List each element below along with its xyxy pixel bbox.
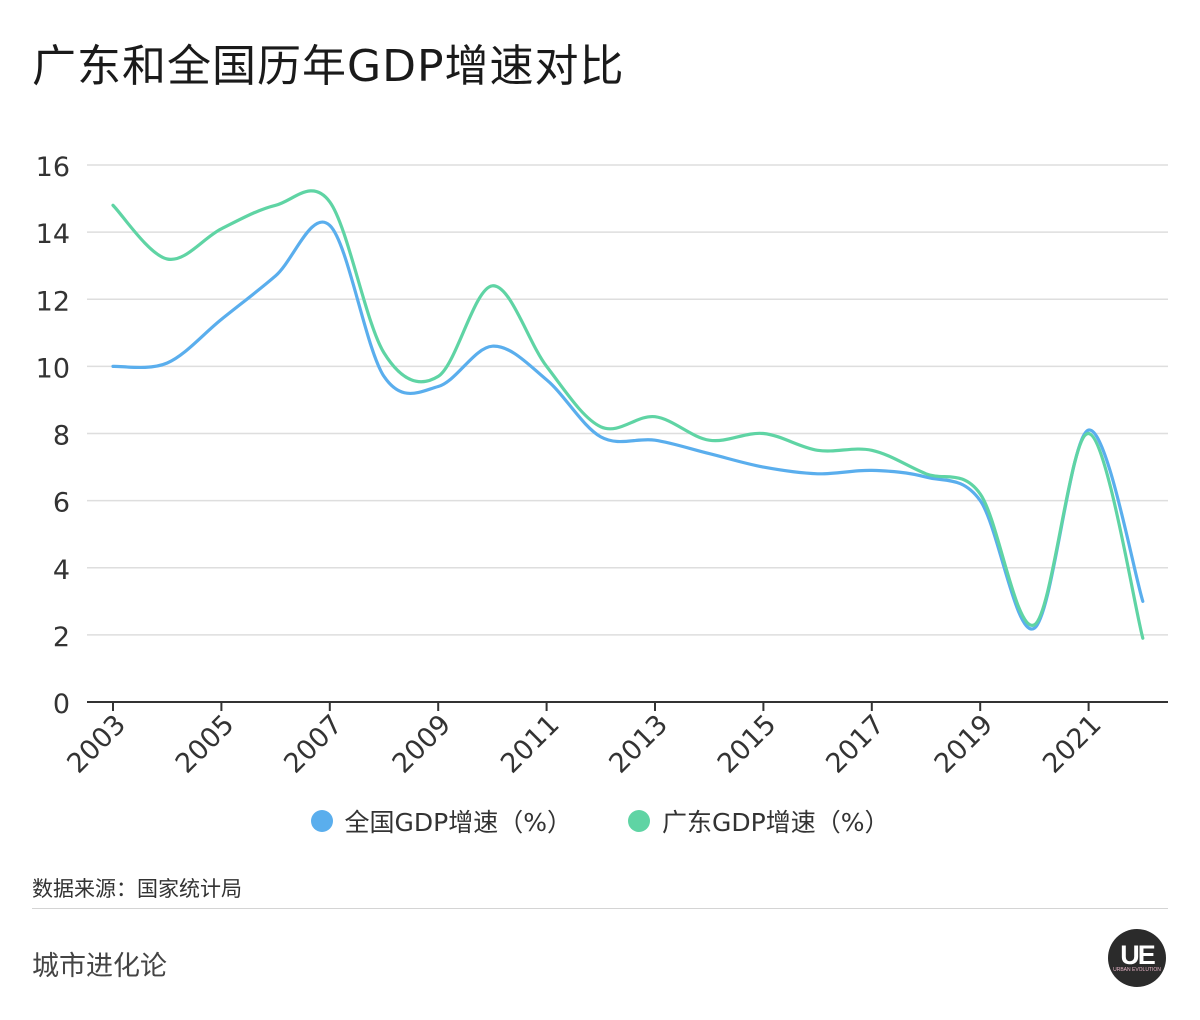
series-lines: [111, 189, 1145, 640]
brand-name: 城市进化论: [32, 951, 167, 982]
series-line-guangdong: [111, 189, 1145, 640]
legend: 全国GDP增速（%） 广东GDP增速（%）: [0, 803, 1200, 839]
y-tick-label: 16: [36, 152, 70, 183]
y-tick-label: 10: [36, 353, 70, 384]
x-axis-ticks: 2003 2005 2007 2009 2011 2013 2015 2017 2019 2021: [61, 702, 1108, 780]
y-axis-ticks: 0 2 4 6 8 10 12 14 16: [36, 152, 70, 720]
x-tick-label: 2013: [603, 709, 674, 780]
x-tick-label: 2003: [61, 709, 132, 780]
legend-item-national: 全国GDP增速（%）: [310, 803, 572, 839]
x-tick-label: 2007: [278, 709, 349, 780]
x-tick-label: 2009: [387, 709, 458, 780]
x-tick-label: 2017: [820, 709, 891, 780]
series-line-national: [111, 220, 1145, 631]
x-tick-label: 2019: [929, 709, 1000, 780]
logo-subtext: URBAN EVOLUTION: [1113, 967, 1161, 973]
y-tick-label: 14: [36, 219, 70, 250]
gridlines: [87, 164, 1168, 703]
y-tick-label: 4: [53, 555, 70, 586]
y-tick-label: 8: [53, 421, 70, 452]
y-tick-label: 12: [36, 286, 70, 317]
logo-letters: UE: [1120, 940, 1155, 970]
x-tick-label: 2011: [495, 709, 566, 780]
y-tick-label: 6: [53, 488, 70, 519]
legend-swatch-guangdong: [628, 810, 650, 832]
legend-label-national: 全国GDP增速（%）: [344, 808, 572, 837]
legend-item-guangdong: 广东GDP增速（%）: [628, 803, 889, 839]
chart-title: 广东和全国历年GDP增速对比: [32, 41, 625, 92]
x-tick-label: 2015: [712, 709, 783, 780]
x-tick-label: 2021: [1037, 709, 1108, 780]
legend-label-guangdong: 广东GDP增速（%）: [662, 808, 890, 837]
footer-divider: [32, 908, 1168, 909]
y-tick-label: 0: [53, 689, 70, 720]
legend-swatch-national: [310, 810, 333, 832]
brand-logo: UE URBAN EVOLUTION: [1108, 929, 1166, 987]
y-tick-label: 2: [53, 622, 70, 653]
x-tick-label: 2005: [170, 709, 241, 780]
data-source: 数据来源：国家统计局: [32, 877, 242, 901]
